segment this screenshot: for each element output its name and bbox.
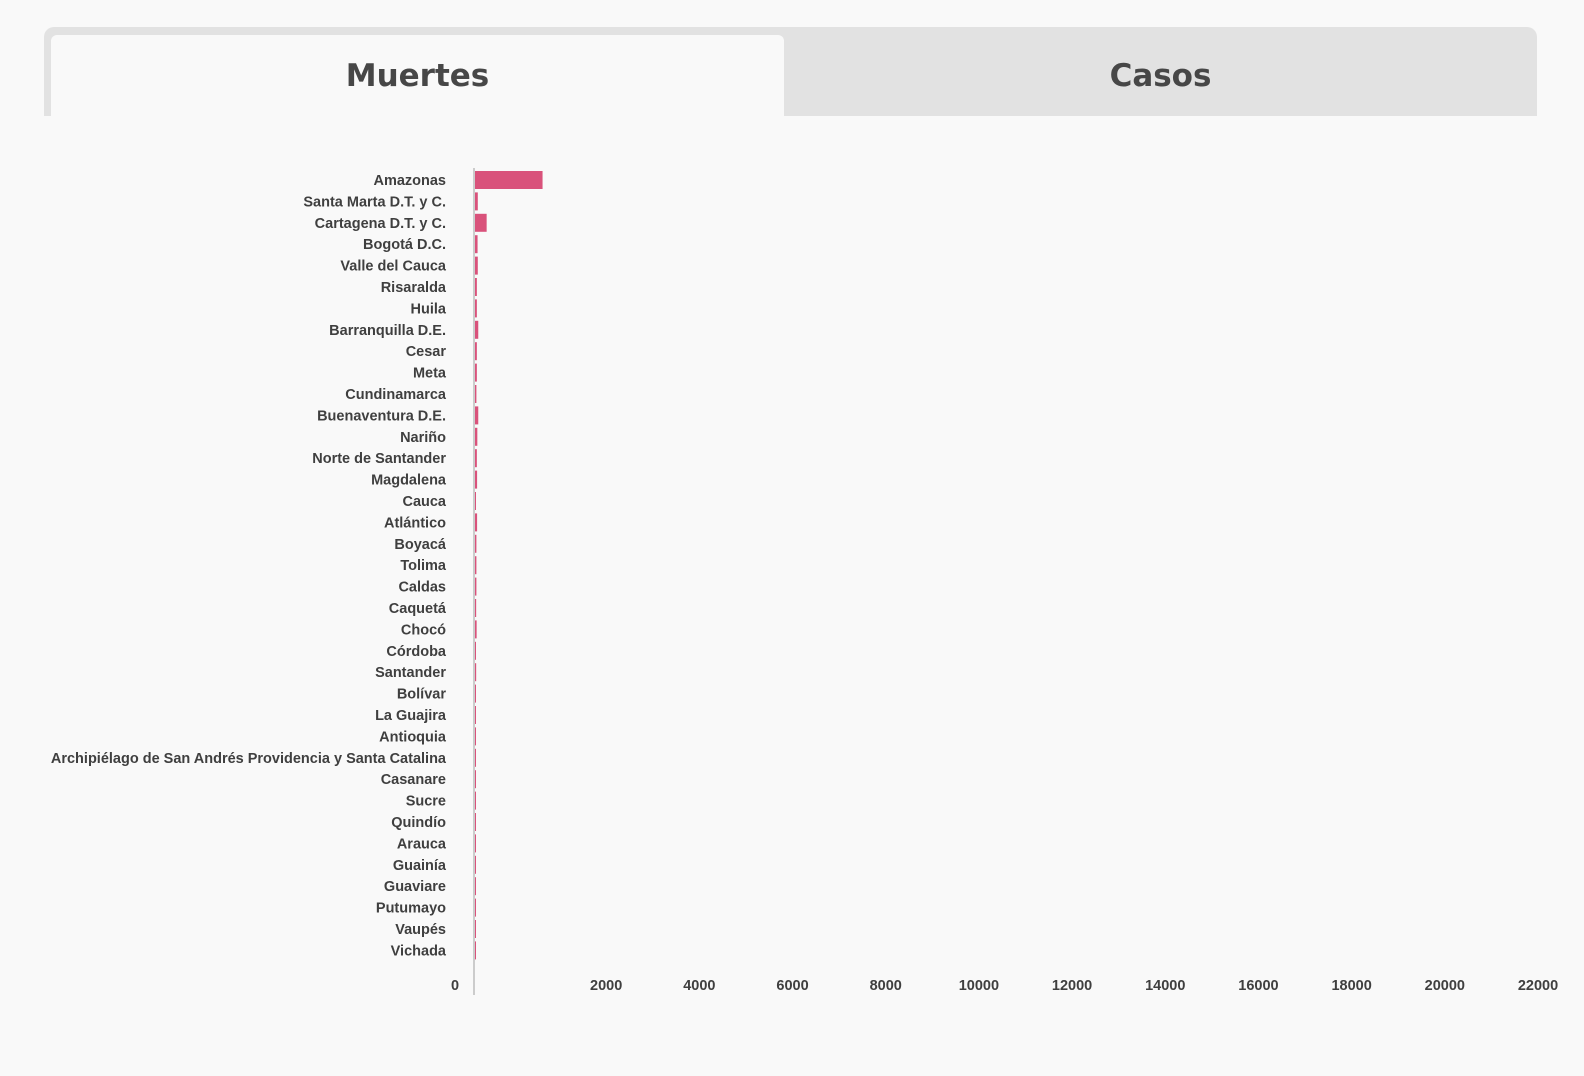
bar[interactable] bbox=[475, 556, 477, 575]
category-label: Bogotá D.C. bbox=[363, 237, 446, 253]
bar[interactable] bbox=[475, 406, 479, 425]
category-label: Antioquia bbox=[379, 729, 447, 745]
category-label: Nariño bbox=[400, 430, 446, 446]
category-label: Santa Marta D.T. y C. bbox=[303, 194, 446, 210]
x-tick-label: 20000 bbox=[1425, 978, 1465, 994]
category-label: Guainía bbox=[393, 858, 447, 874]
category-label: Casanare bbox=[381, 772, 446, 788]
bar[interactable] bbox=[475, 171, 543, 189]
category-label: Caquetá bbox=[389, 601, 447, 617]
x-tick-label: 22000 bbox=[1518, 978, 1558, 994]
tab-bar: Muertes Casos bbox=[44, 27, 1537, 116]
bar[interactable] bbox=[475, 620, 477, 639]
tab-casos[interactable]: Casos bbox=[1109, 57, 1212, 94]
bar[interactable] bbox=[475, 449, 477, 468]
category-label: Boyacá bbox=[394, 537, 447, 553]
bar[interactable] bbox=[475, 492, 476, 510]
bar[interactable] bbox=[475, 470, 478, 489]
category-label: Archipiélago de San Andrés Providencia y… bbox=[51, 751, 447, 767]
category-label: Chocó bbox=[401, 622, 446, 638]
x-tick-label: 0 bbox=[451, 978, 459, 994]
category-label: Magdalena bbox=[371, 473, 447, 489]
x-tick-label: 6000 bbox=[776, 978, 808, 994]
bar[interactable] bbox=[475, 513, 478, 532]
bar[interactable] bbox=[475, 813, 476, 831]
category-label: Cauca bbox=[402, 494, 446, 510]
category-label: Cesar bbox=[406, 344, 447, 360]
x-tick-label: 10000 bbox=[959, 978, 999, 994]
category-label: Bolívar bbox=[397, 687, 447, 703]
tab-muertes[interactable]: Muertes bbox=[51, 35, 784, 116]
category-label: Vaupés bbox=[395, 922, 446, 938]
bar[interactable] bbox=[475, 727, 476, 746]
bar[interactable] bbox=[475, 684, 476, 703]
x-tick-labels: 0 2000 4000 6000 8000 10000 12000 14000 16000 180… bbox=[451, 978, 1558, 994]
x-tick-label: 12000 bbox=[1052, 978, 1092, 994]
category-label: Caldas bbox=[398, 580, 446, 596]
category-label: Barranquilla D.E. bbox=[329, 323, 446, 339]
category-label: Norte de Santander bbox=[312, 451, 446, 467]
bar[interactable] bbox=[475, 791, 476, 810]
x-tick-label: 8000 bbox=[870, 978, 902, 994]
category-label: Sucre bbox=[406, 794, 446, 810]
category-label: Santander bbox=[375, 665, 446, 681]
bar[interactable] bbox=[475, 320, 479, 339]
bar[interactable] bbox=[475, 855, 476, 874]
category-label: Buenaventura D.E. bbox=[317, 408, 446, 424]
category-labels: Amazonas Santa Marta D.T. y C. Cartagena D… bbox=[51, 173, 447, 959]
category-label: Guaviare bbox=[384, 879, 446, 895]
category-label: La Guajira bbox=[375, 708, 447, 724]
bar[interactable] bbox=[475, 577, 477, 596]
bar[interactable] bbox=[475, 920, 476, 938]
category-label: Cundinamarca bbox=[345, 387, 447, 403]
category-label: Atlántico bbox=[384, 515, 446, 531]
bar[interactable] bbox=[475, 748, 476, 767]
bar[interactable] bbox=[475, 877, 476, 896]
bars bbox=[475, 171, 543, 960]
bar[interactable] bbox=[475, 898, 476, 917]
bar[interactable] bbox=[475, 385, 477, 403]
category-label: Quindío bbox=[391, 815, 446, 831]
category-label: Valle del Cauca bbox=[340, 259, 447, 275]
bar[interactable] bbox=[475, 599, 477, 617]
x-tick-label: 18000 bbox=[1331, 978, 1371, 994]
bar[interactable] bbox=[475, 342, 477, 361]
x-tick-label: 2000 bbox=[590, 978, 622, 994]
bar[interactable] bbox=[475, 941, 476, 960]
bar[interactable] bbox=[475, 299, 477, 318]
x-tick-label: 16000 bbox=[1238, 978, 1278, 994]
category-label: Arauca bbox=[397, 836, 447, 852]
category-label: Vichada bbox=[391, 943, 447, 959]
bar[interactable] bbox=[475, 663, 477, 682]
category-label: Risaralda bbox=[381, 280, 447, 296]
category-label: Meta bbox=[413, 366, 447, 382]
category-label: Cartagena D.T. y C. bbox=[315, 216, 446, 232]
bar[interactable] bbox=[475, 834, 476, 853]
category-label: Huila bbox=[411, 301, 447, 317]
bar[interactable] bbox=[475, 213, 487, 232]
x-tick-label: 4000 bbox=[683, 978, 715, 994]
bar[interactable] bbox=[475, 192, 478, 211]
bar[interactable] bbox=[475, 706, 476, 724]
bar[interactable] bbox=[475, 427, 478, 446]
category-label: Córdoba bbox=[386, 644, 447, 660]
bar[interactable] bbox=[475, 235, 478, 254]
category-label: Putumayo bbox=[376, 901, 446, 917]
bar[interactable] bbox=[475, 534, 477, 553]
category-label: Tolima bbox=[400, 558, 447, 574]
category-label: Amazonas bbox=[373, 173, 446, 189]
bar[interactable] bbox=[475, 363, 477, 382]
x-tick-label: 14000 bbox=[1145, 978, 1185, 994]
bar[interactable] bbox=[475, 278, 477, 296]
bar[interactable] bbox=[475, 770, 476, 789]
bar[interactable] bbox=[475, 256, 478, 275]
bar[interactable] bbox=[475, 641, 476, 660]
